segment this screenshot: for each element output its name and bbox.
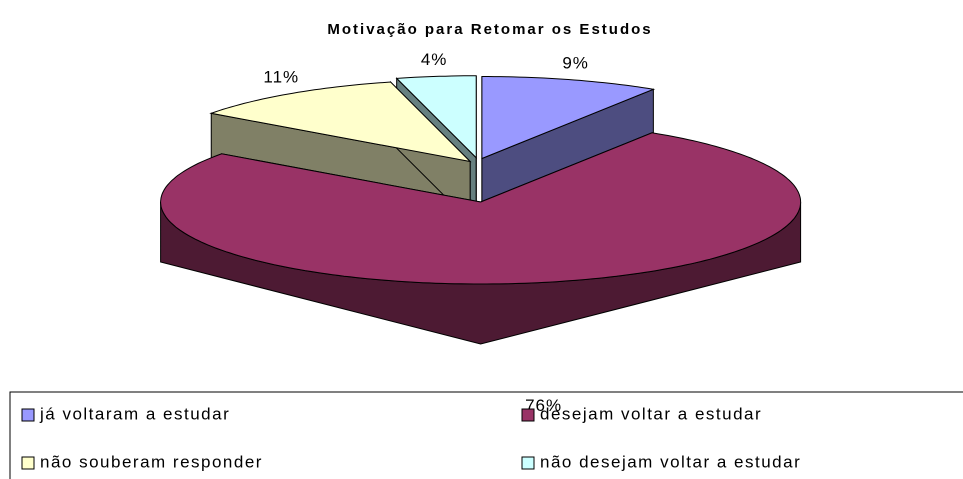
legend-label: já voltaram a estudar: [39, 404, 230, 423]
legend-swatch: [521, 456, 535, 470]
legend-box: [9, 391, 963, 479]
legend-swatch: [21, 408, 35, 422]
chart-title: Motivação para Retomar os Estudos: [327, 21, 652, 38]
data-label: 4%: [421, 50, 448, 69]
legend-label: não souberam responder: [40, 452, 263, 471]
legend-label: não desejam voltar a estudar: [540, 452, 801, 471]
slice: [160, 132, 802, 345]
legend-swatch: [21, 456, 35, 470]
data-label: 11%: [263, 68, 299, 87]
legend-swatch: [521, 408, 535, 422]
legend-label: desejam voltar a estudar: [540, 404, 762, 423]
slice-top: [160, 132, 802, 285]
data-label: 9%: [562, 53, 589, 72]
slice-top: [481, 76, 656, 160]
slice-top: [395, 75, 477, 159]
slice-top: [209, 81, 472, 163]
